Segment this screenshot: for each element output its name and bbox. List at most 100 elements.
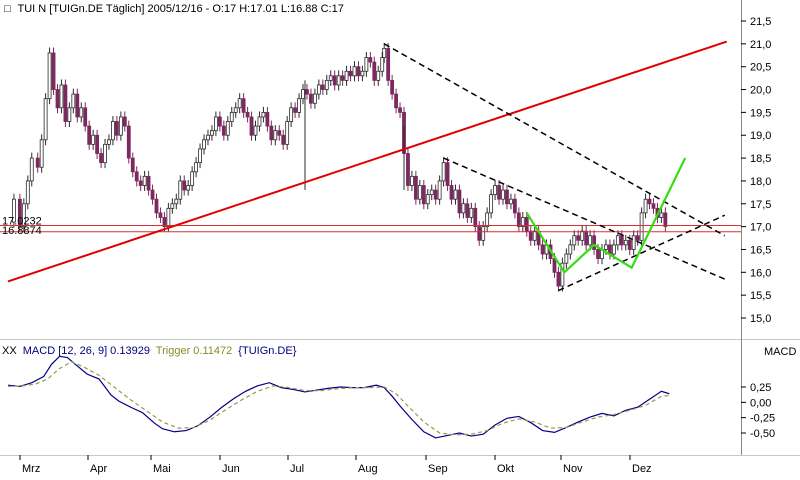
candle-body bbox=[12, 198, 16, 223]
candle-body bbox=[257, 116, 262, 127]
candle-body bbox=[281, 134, 286, 145]
candle-body bbox=[592, 235, 596, 250]
candle-body bbox=[465, 203, 470, 218]
x-tick-label: Sep bbox=[428, 463, 448, 475]
price-tick-label: 21,5 bbox=[750, 16, 771, 28]
candle-body bbox=[619, 235, 624, 246]
x-tick-label: Okt bbox=[497, 463, 514, 475]
candle-body bbox=[516, 212, 521, 228]
price-tick-label: 17,0 bbox=[750, 222, 771, 234]
candle-body bbox=[47, 52, 52, 100]
candle-body bbox=[301, 89, 305, 100]
x-tick-label: Nov bbox=[563, 463, 583, 475]
candle-body bbox=[631, 235, 636, 250]
candle-body bbox=[425, 194, 430, 205]
x-tick-label: Apr bbox=[90, 463, 107, 475]
candle-body bbox=[83, 107, 88, 127]
candle-body bbox=[643, 198, 648, 214]
candle-body bbox=[170, 203, 175, 209]
candle-body bbox=[580, 230, 585, 241]
candle-body bbox=[560, 262, 565, 287]
candle-body bbox=[437, 180, 442, 200]
candle-body bbox=[118, 116, 123, 136]
candle-body bbox=[497, 185, 501, 200]
candle-body bbox=[453, 189, 458, 200]
candle-body bbox=[433, 189, 438, 200]
candle-body bbox=[79, 107, 84, 118]
candle-body bbox=[336, 75, 341, 86]
candle-body bbox=[293, 107, 298, 113]
price-tick-label: 15,0 bbox=[750, 313, 771, 325]
candle-body bbox=[289, 107, 294, 122]
candle-body bbox=[394, 93, 398, 109]
candle-body bbox=[150, 189, 155, 200]
macd-tick-label: 0,00 bbox=[750, 397, 771, 409]
candle-body bbox=[461, 203, 466, 214]
level-label: 16.8874 bbox=[2, 225, 42, 237]
candle-body bbox=[269, 125, 274, 141]
candle-body bbox=[406, 153, 410, 186]
candle-body bbox=[352, 66, 357, 77]
candle-body bbox=[285, 121, 290, 145]
price-tick-label: 18,5 bbox=[750, 153, 771, 165]
candle-body bbox=[142, 175, 147, 186]
candle-body bbox=[627, 239, 632, 250]
candle-body bbox=[344, 70, 349, 81]
candle-body bbox=[261, 111, 266, 118]
candle-body bbox=[253, 125, 258, 136]
candle-body bbox=[75, 93, 80, 118]
lower-up-trendline bbox=[558, 214, 726, 292]
candle-body bbox=[485, 212, 490, 228]
candle-body bbox=[663, 212, 668, 228]
candle-body bbox=[158, 212, 163, 218]
candle-body bbox=[312, 93, 317, 104]
candle-body bbox=[95, 134, 99, 154]
candle-body bbox=[39, 139, 44, 168]
candle-body bbox=[29, 157, 34, 182]
candle-body bbox=[217, 116, 222, 127]
candle-body bbox=[134, 171, 139, 182]
candle-body bbox=[71, 93, 76, 109]
candle-body bbox=[572, 235, 577, 246]
price-tick-label: 19,5 bbox=[750, 107, 771, 119]
candle-body bbox=[63, 84, 68, 122]
candle-body bbox=[332, 75, 337, 86]
candle-body bbox=[493, 185, 497, 196]
candle-body bbox=[505, 189, 509, 205]
candle-body bbox=[146, 175, 151, 191]
candle-body bbox=[273, 130, 278, 141]
candle-body bbox=[421, 185, 426, 205]
price-tick-label: 16,5 bbox=[750, 244, 771, 256]
macd-series-line bbox=[7, 355, 670, 439]
candle-body bbox=[43, 98, 48, 141]
trigger-legend: Trigger 0.11472 bbox=[156, 345, 232, 357]
candle-body bbox=[225, 121, 230, 136]
x-tick-label: Dez bbox=[632, 463, 652, 475]
price-tick-label: 20,5 bbox=[750, 62, 771, 74]
candle-body bbox=[568, 244, 573, 255]
macd-tick-label: 0,25 bbox=[750, 382, 771, 394]
candle-body bbox=[398, 107, 402, 113]
candle-body bbox=[386, 48, 391, 81]
candle-body bbox=[635, 235, 640, 241]
uptrend-line bbox=[7, 40, 728, 283]
candle-body bbox=[190, 171, 195, 186]
candle-body bbox=[320, 84, 325, 90]
candle-body bbox=[604, 244, 608, 250]
price-header-text: TUI N [TUIGn.DE Täglich] 2005/12/16 - O:… bbox=[18, 3, 344, 15]
candle-body bbox=[356, 66, 361, 77]
projection-line bbox=[525, 157, 687, 275]
candle-body bbox=[130, 157, 135, 173]
candle-body bbox=[126, 125, 131, 159]
candle-body bbox=[564, 253, 569, 264]
candle-body bbox=[182, 180, 187, 191]
candle-body bbox=[206, 134, 210, 141]
candle-body bbox=[324, 80, 329, 90]
price-candles bbox=[12, 42, 668, 292]
candle-body bbox=[477, 226, 482, 241]
candle-body bbox=[166, 207, 171, 228]
candle-body bbox=[138, 180, 143, 186]
candle-body bbox=[413, 175, 418, 200]
candle-body bbox=[360, 70, 365, 77]
